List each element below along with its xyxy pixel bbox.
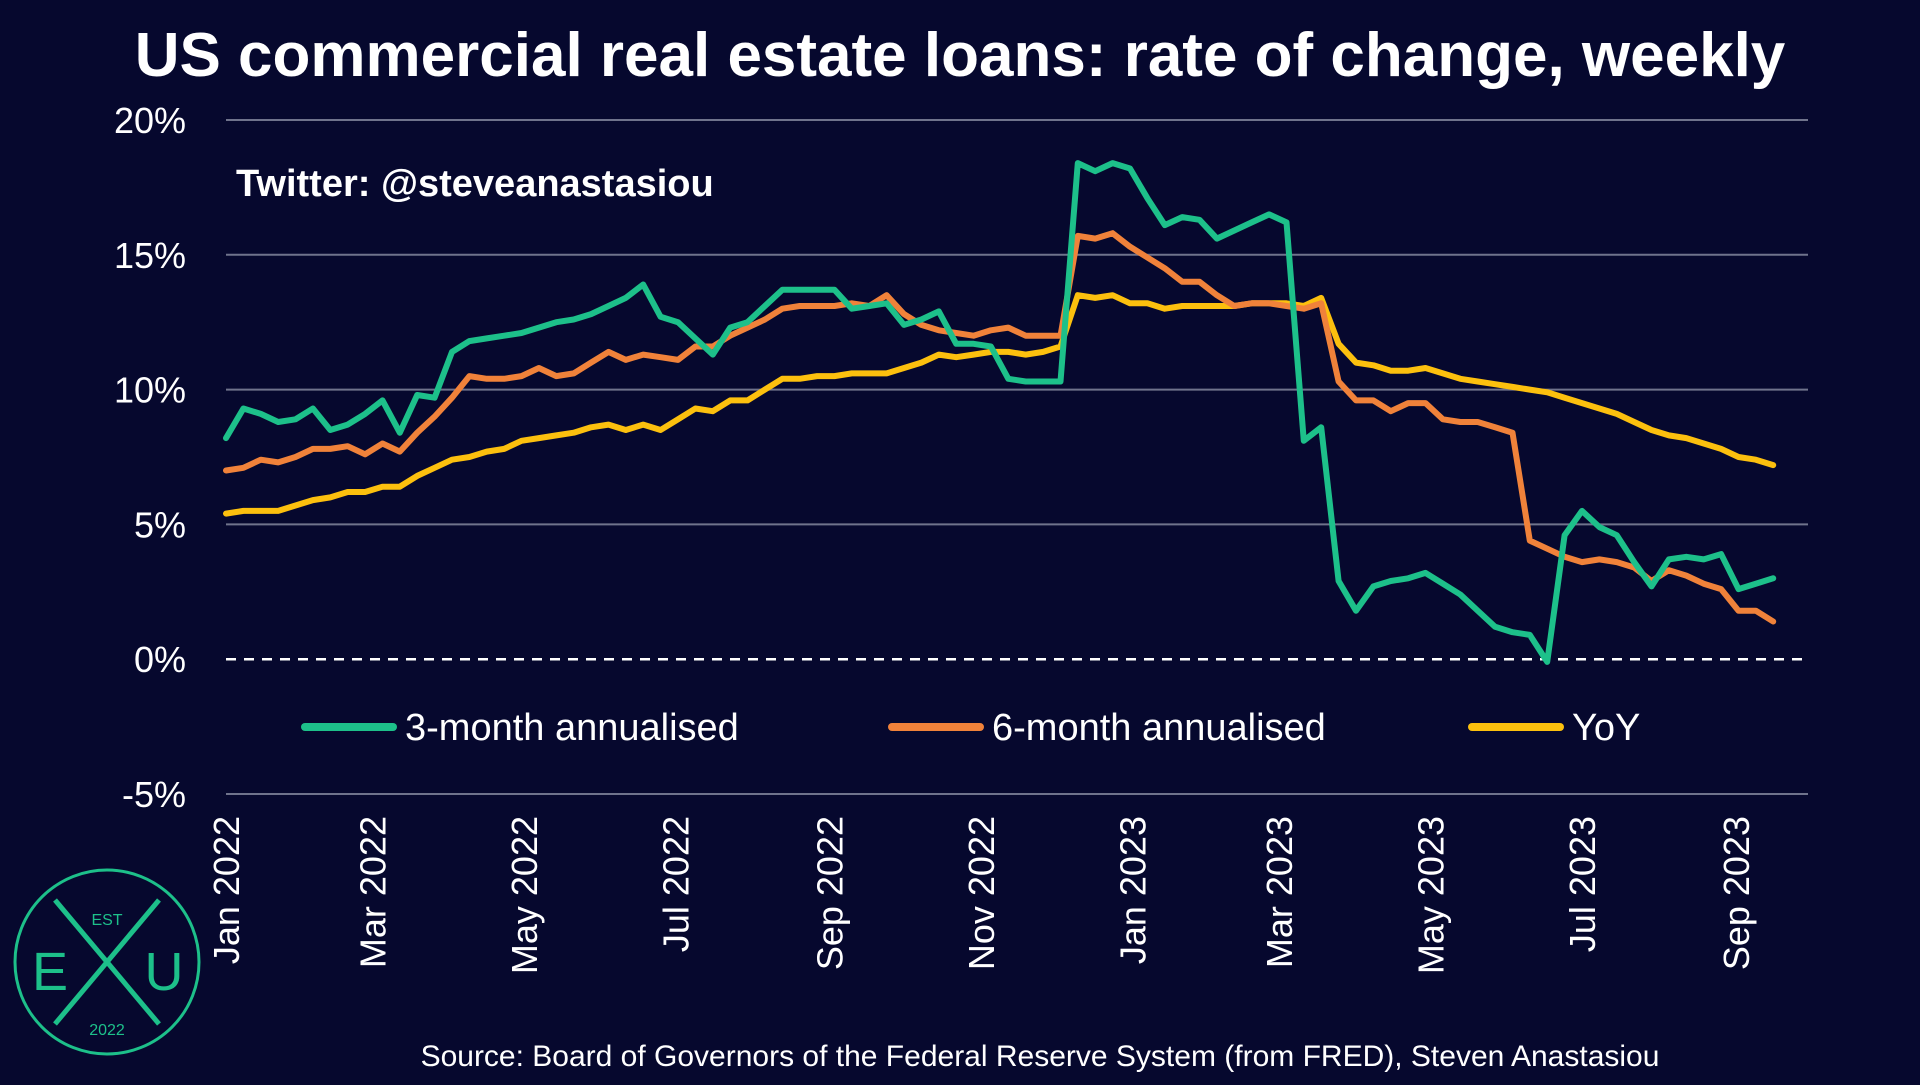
- chart-source: Source: Board of Governors of the Federa…: [421, 1040, 1660, 1073]
- y-tick-label: 20%: [114, 100, 186, 141]
- y-tick-label: 15%: [114, 235, 186, 276]
- x-tick-label: Nov 2022: [961, 816, 1002, 970]
- logo-year-text: 2022: [89, 1022, 125, 1039]
- y-tick-label: 5%: [134, 504, 186, 545]
- x-tick-label: Sep 2022: [809, 816, 850, 970]
- logo-letter-u: U: [145, 942, 184, 1002]
- legend-label: 6-month annualised: [992, 707, 1326, 749]
- y-tick-label: 10%: [114, 370, 186, 411]
- x-tick-label: Sep 2023: [1716, 816, 1757, 970]
- x-tick-label: Jul 2022: [656, 816, 697, 952]
- x-tick-label: Jan 2023: [1112, 816, 1153, 964]
- x-tick-label: Jul 2023: [1562, 816, 1603, 952]
- legend-label: 3-month annualised: [405, 707, 739, 749]
- y-tick-label: 0%: [134, 639, 186, 680]
- y-tick-label: -5%: [122, 774, 186, 815]
- chart-annotation: Twitter: @steveanastasiou: [236, 163, 714, 205]
- x-tick-label: Jan 2022: [206, 816, 247, 964]
- x-tick-label: May 2022: [504, 816, 545, 974]
- legend-label: YoY: [1572, 707, 1640, 749]
- x-tick-label: Mar 2023: [1259, 816, 1300, 968]
- logo-est-text: EST: [91, 912, 122, 929]
- chart-title: US commercial real estate loans: rate of…: [135, 21, 1786, 90]
- x-tick-label: Mar 2022: [353, 816, 394, 968]
- logo-letter-e: E: [32, 942, 68, 1002]
- x-tick-label: May 2023: [1411, 816, 1452, 974]
